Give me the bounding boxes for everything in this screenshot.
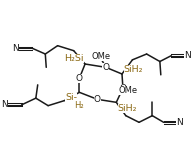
Text: O: O xyxy=(102,63,109,72)
Text: N: N xyxy=(12,44,19,53)
Text: O: O xyxy=(76,74,83,83)
Text: O: O xyxy=(94,95,101,104)
Text: SiH₂: SiH₂ xyxy=(118,104,137,113)
Text: H₂Si: H₂Si xyxy=(64,54,84,63)
Text: O: O xyxy=(119,84,127,93)
Text: N: N xyxy=(2,100,8,109)
Text: H₂: H₂ xyxy=(74,101,84,110)
Text: N: N xyxy=(184,51,191,60)
Text: Si-: Si- xyxy=(65,93,78,102)
Text: SiH₂: SiH₂ xyxy=(123,65,143,74)
Text: OMe: OMe xyxy=(118,86,138,95)
Text: OMe: OMe xyxy=(91,52,110,61)
Text: N: N xyxy=(176,118,183,127)
